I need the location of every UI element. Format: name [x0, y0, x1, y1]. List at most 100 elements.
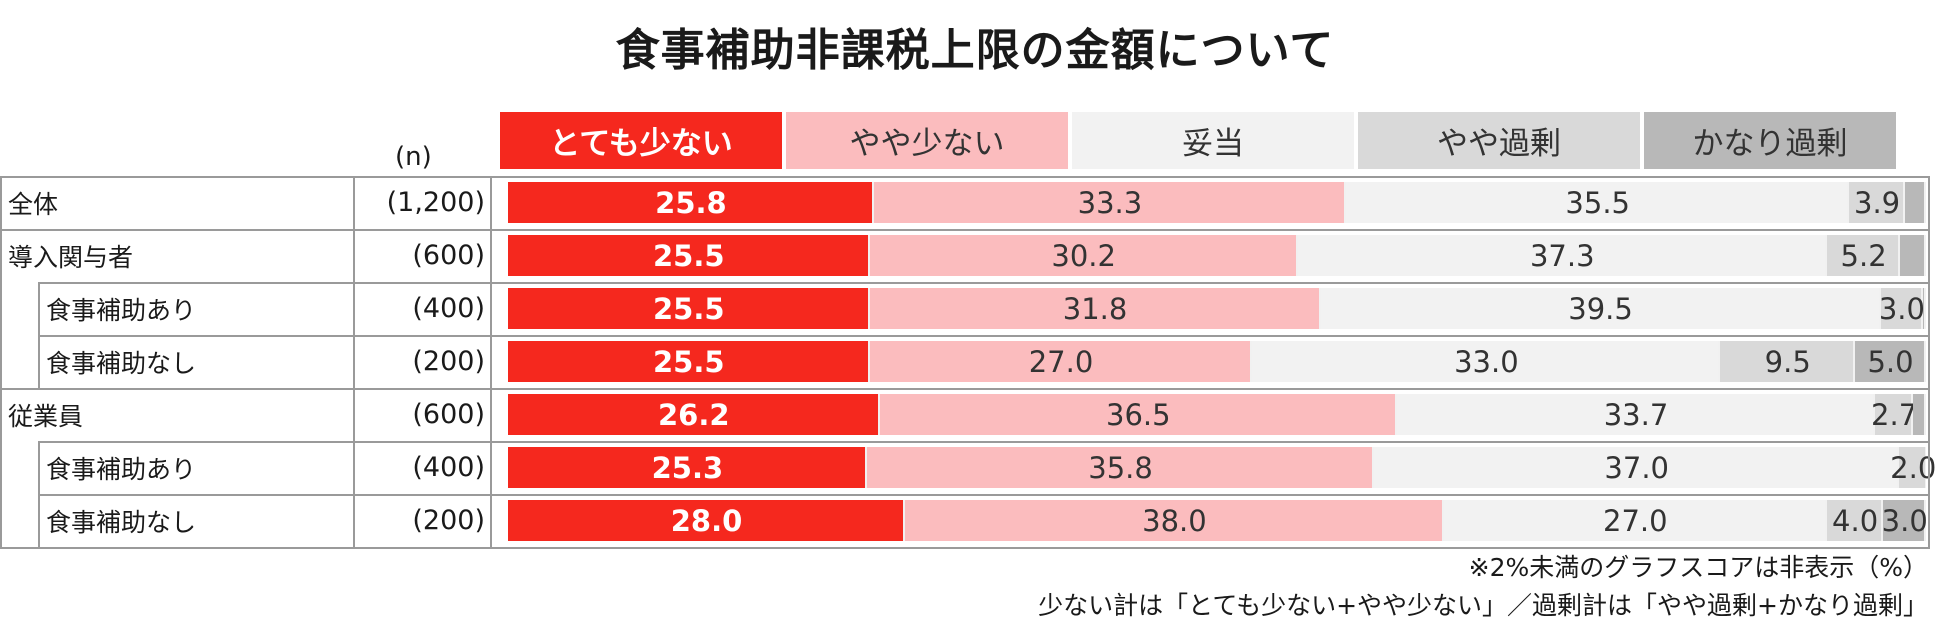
- data-label: 37.3: [1529, 238, 1595, 273]
- bar-segment: [1849, 182, 1903, 223]
- data-label: 25.3: [651, 450, 724, 485]
- data-label: 35.8: [1088, 450, 1153, 485]
- row-label: 食事補助なし: [46, 507, 197, 537]
- data-label: 9.5: [1764, 344, 1811, 379]
- bar-segment: [1297, 235, 1825, 276]
- bar-segment: [508, 500, 904, 541]
- legend-item-5: かなり過剰: [1644, 112, 1896, 169]
- bar-segment: [508, 182, 872, 223]
- bar-segment: [508, 288, 868, 329]
- legend-item-4: やや過剰: [1358, 112, 1640, 169]
- bar-segment: [1874, 394, 1912, 435]
- data-label: 38.0: [1142, 503, 1207, 538]
- data-label: 2.0: [1890, 450, 1937, 485]
- data-label: 33.0: [1454, 344, 1519, 379]
- row-divider: [0, 229, 1930, 231]
- row-label: 食事補助あり: [46, 295, 197, 325]
- bar-segment: [508, 235, 868, 276]
- data-label: 31.8: [1062, 291, 1128, 326]
- data-label: 2.7: [1871, 397, 1918, 432]
- bar-segment: [1923, 288, 1924, 329]
- data-label: 33.7: [1603, 397, 1669, 432]
- row-label: 食事補助なし: [46, 348, 197, 378]
- row-label: 全体: [8, 189, 59, 219]
- data-label: 27.0: [1028, 344, 1094, 379]
- legend-item-1: とても少ない: [500, 112, 782, 169]
- bar-segment: [1397, 394, 1873, 435]
- label-n-divider: [353, 176, 355, 547]
- bar-segment: [1720, 341, 1854, 382]
- table-right-border: [1928, 176, 1930, 547]
- row-divider: [38, 335, 1930, 337]
- indent-guide: [38, 282, 40, 388]
- bar-segment: [1880, 288, 1922, 329]
- bar-segment: [1374, 447, 1898, 488]
- bar-segment: [1904, 182, 1924, 223]
- bar-segment: [508, 341, 868, 382]
- row-divider: [38, 494, 1930, 496]
- data-label: 35.5: [1565, 185, 1630, 220]
- row-n-value: (600): [412, 399, 485, 430]
- row-divider: [38, 441, 1930, 443]
- bar-segment: [1883, 500, 1924, 541]
- chart-title: 食事補助非課税上限の金額について: [615, 25, 1335, 76]
- bar-segment: [1900, 235, 1924, 276]
- row-label: 従業員: [8, 401, 84, 431]
- bar-segment: [508, 394, 878, 435]
- row-n-value: (200): [412, 505, 485, 536]
- data-label: 30.2: [1051, 238, 1116, 273]
- bar-segment: [1855, 341, 1924, 382]
- data-label: 3.0: [1878, 291, 1925, 326]
- row-label: 導入関与者: [8, 242, 134, 272]
- legend-item-2: やや少ない: [786, 112, 1068, 169]
- data-label: 37.0: [1604, 450, 1669, 485]
- data-label: 26.2: [657, 397, 730, 432]
- bar-segment: [1913, 394, 1924, 435]
- data-label: 25.5: [653, 344, 725, 379]
- bar-segment: [1826, 235, 1899, 276]
- data-label: 5.2: [1840, 238, 1887, 273]
- row-label: 食事補助あり: [46, 454, 197, 484]
- data-label: 3.0: [1881, 503, 1928, 538]
- data-label: 27.0: [1603, 503, 1668, 538]
- row-n-value: (200): [412, 346, 485, 377]
- row-n-value: (400): [412, 452, 485, 483]
- data-label: 25.5: [653, 238, 725, 273]
- data-label: 36.5: [1106, 397, 1171, 432]
- row-n-value: (1,200): [386, 187, 485, 218]
- bar-segment: [1320, 288, 1879, 329]
- n-bar-divider: [490, 176, 492, 547]
- data-label: 4.0: [1832, 503, 1879, 538]
- row-n-value: (600): [412, 240, 485, 271]
- bar-segment: [866, 447, 1373, 488]
- data-label: 25.5: [653, 291, 725, 326]
- bar-segment: [1252, 341, 1719, 382]
- data-label: 5.0: [1867, 344, 1914, 379]
- table-bottom-border: [0, 547, 1930, 549]
- data-label: 3.9: [1854, 185, 1901, 220]
- footnote-threshold: ※2%未満のグラフスコアは非表示（%）: [1468, 553, 1928, 582]
- bar-segment: [869, 288, 1319, 329]
- data-label: 25.8: [655, 185, 727, 220]
- indent-guide: [38, 441, 40, 547]
- table-top-border: [0, 176, 1930, 178]
- data-label: 28.0: [670, 503, 743, 538]
- bar-segment: [1826, 500, 1882, 541]
- bar-segment: [1346, 182, 1848, 223]
- bar-segment: [508, 447, 865, 488]
- data-label: 33.3: [1077, 185, 1143, 220]
- data-label: 39.5: [1568, 291, 1633, 326]
- bar-segment: [879, 394, 1396, 435]
- table-left-border: [0, 176, 2, 547]
- bar-segment: [905, 500, 1442, 541]
- bar-segment: [869, 341, 1251, 382]
- footnote-definition: 少ない計は「とても少ない+やや少ない」／過剰計は「やや過剰+かなり過剰」: [1038, 591, 1928, 620]
- n-column-header: (n): [395, 142, 432, 172]
- row-divider: [0, 388, 1930, 390]
- bar-segment: [1899, 447, 1926, 488]
- legend-item-3: 妥当: [1072, 112, 1354, 169]
- bar-segment: [1443, 500, 1825, 541]
- bar-segment: [869, 235, 1296, 276]
- row-divider: [38, 282, 1930, 284]
- bar-segment: [873, 182, 1345, 223]
